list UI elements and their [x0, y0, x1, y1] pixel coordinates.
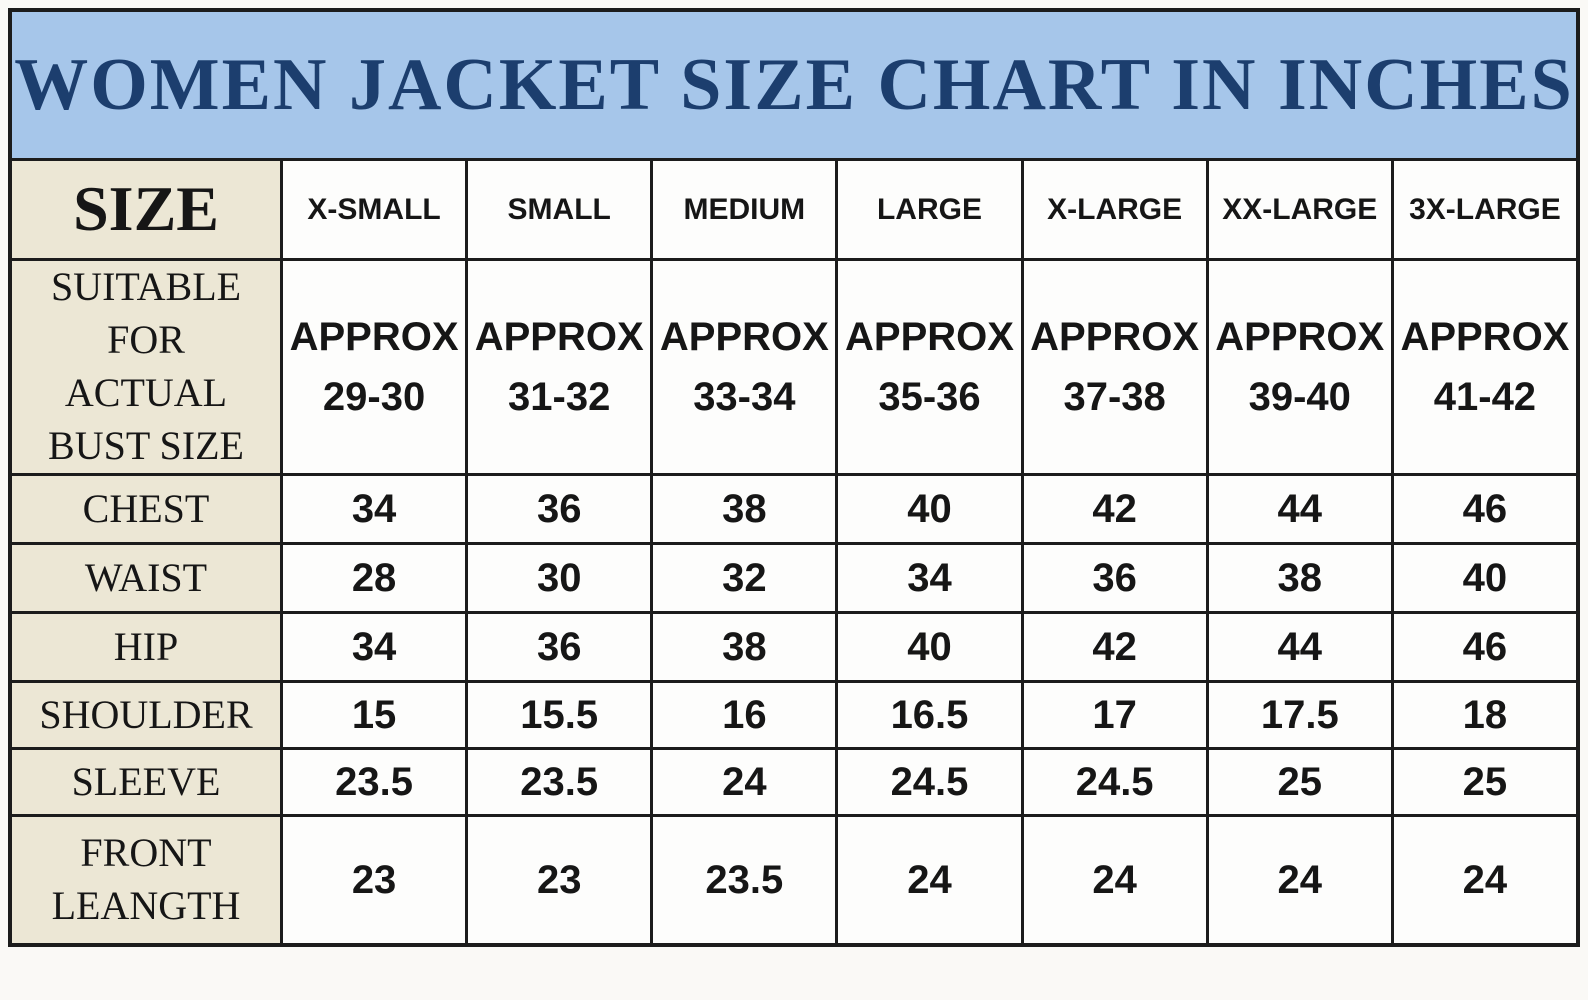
hip-value: 40 — [838, 614, 1021, 680]
chest-value: 42 — [1023, 476, 1206, 542]
sleeve-value: 25 — [1393, 750, 1576, 814]
bust-size-value: APPROX 33-34 — [653, 261, 836, 473]
shoulder-value: 15 — [283, 683, 466, 747]
column-header-x-small: X-SMALL — [283, 161, 466, 258]
front-length-value: 23 — [283, 817, 466, 943]
front-length-value: 24 — [1393, 817, 1576, 943]
sleeve-value: 23.5 — [283, 750, 466, 814]
shoulder-value: 17 — [1023, 683, 1206, 747]
row-label-bust-size: SUITABLE FOR ACTUAL BUST SIZE — [12, 261, 280, 473]
row-label-hip: HIP — [12, 614, 280, 680]
column-header-medium: MEDIUM — [653, 161, 836, 258]
chest-value: 46 — [1393, 476, 1576, 542]
size-chart: WOMEN JACKET SIZE CHART IN INCHES SIZE X… — [8, 8, 1580, 947]
bust-size-value: APPROX 35-36 — [838, 261, 1021, 473]
bust-size-value: APPROX 37-38 — [1023, 261, 1206, 473]
waist-value: 36 — [1023, 545, 1206, 611]
hip-value: 44 — [1208, 614, 1391, 680]
waist-value: 40 — [1393, 545, 1576, 611]
shoulder-value: 17.5 — [1208, 683, 1391, 747]
front-length-value: 24 — [1208, 817, 1391, 943]
hip-value: 46 — [1393, 614, 1576, 680]
bust-size-value: APPROX 39-40 — [1208, 261, 1391, 473]
waist-value: 32 — [653, 545, 836, 611]
row-label-sleeve: SLEEVE — [12, 750, 280, 814]
column-header-x-large: X-LARGE — [1023, 161, 1206, 258]
shoulder-value: 15.5 — [468, 683, 651, 747]
sleeve-value: 25 — [1208, 750, 1391, 814]
shoulder-value: 16 — [653, 683, 836, 747]
column-header-small: SMALL — [468, 161, 651, 258]
bust-size-value: APPROX 29-30 — [283, 261, 466, 473]
chest-value: 40 — [838, 476, 1021, 542]
chest-value: 34 — [283, 476, 466, 542]
column-header-large: LARGE — [838, 161, 1021, 258]
row-label-shoulder: SHOULDER — [12, 683, 280, 747]
chest-value: 38 — [653, 476, 836, 542]
corner-cell-size: SIZE — [12, 161, 280, 258]
bust-size-value: APPROX 41-42 — [1393, 261, 1576, 473]
chest-value: 36 — [468, 476, 651, 542]
waist-value: 38 — [1208, 545, 1391, 611]
shoulder-value: 16.5 — [838, 683, 1021, 747]
front-length-value: 23 — [468, 817, 651, 943]
shoulder-value: 18 — [1393, 683, 1576, 747]
chest-value: 44 — [1208, 476, 1391, 542]
sleeve-value: 24 — [653, 750, 836, 814]
column-header-xx-large: XX-LARGE — [1208, 161, 1391, 258]
hip-value: 38 — [653, 614, 836, 680]
sleeve-value: 24.5 — [838, 750, 1021, 814]
waist-value: 30 — [468, 545, 651, 611]
front-length-value: 24 — [1023, 817, 1206, 943]
waist-value: 28 — [283, 545, 466, 611]
front-length-value: 24 — [838, 817, 1021, 943]
waist-value: 34 — [838, 545, 1021, 611]
hip-value: 34 — [283, 614, 466, 680]
column-header-3x-large: 3X-LARGE — [1393, 161, 1576, 258]
size-table: SIZE X-SMALL SMALL MEDIUM LARGE X-LARGE … — [12, 161, 1576, 943]
page-title: WOMEN JACKET SIZE CHART IN INCHES — [14, 43, 1574, 126]
hip-value: 42 — [1023, 614, 1206, 680]
title-band: WOMEN JACKET SIZE CHART IN INCHES — [12, 12, 1576, 158]
front-length-value: 23.5 — [653, 817, 836, 943]
row-label-chest: CHEST — [12, 476, 280, 542]
hip-value: 36 — [468, 614, 651, 680]
bust-size-value: APPROX 31-32 — [468, 261, 651, 473]
sleeve-value: 24.5 — [1023, 750, 1206, 814]
row-label-waist: WAIST — [12, 545, 280, 611]
row-label-front-length: FRONT LEANGTH — [12, 817, 280, 943]
sleeve-value: 23.5 — [468, 750, 651, 814]
